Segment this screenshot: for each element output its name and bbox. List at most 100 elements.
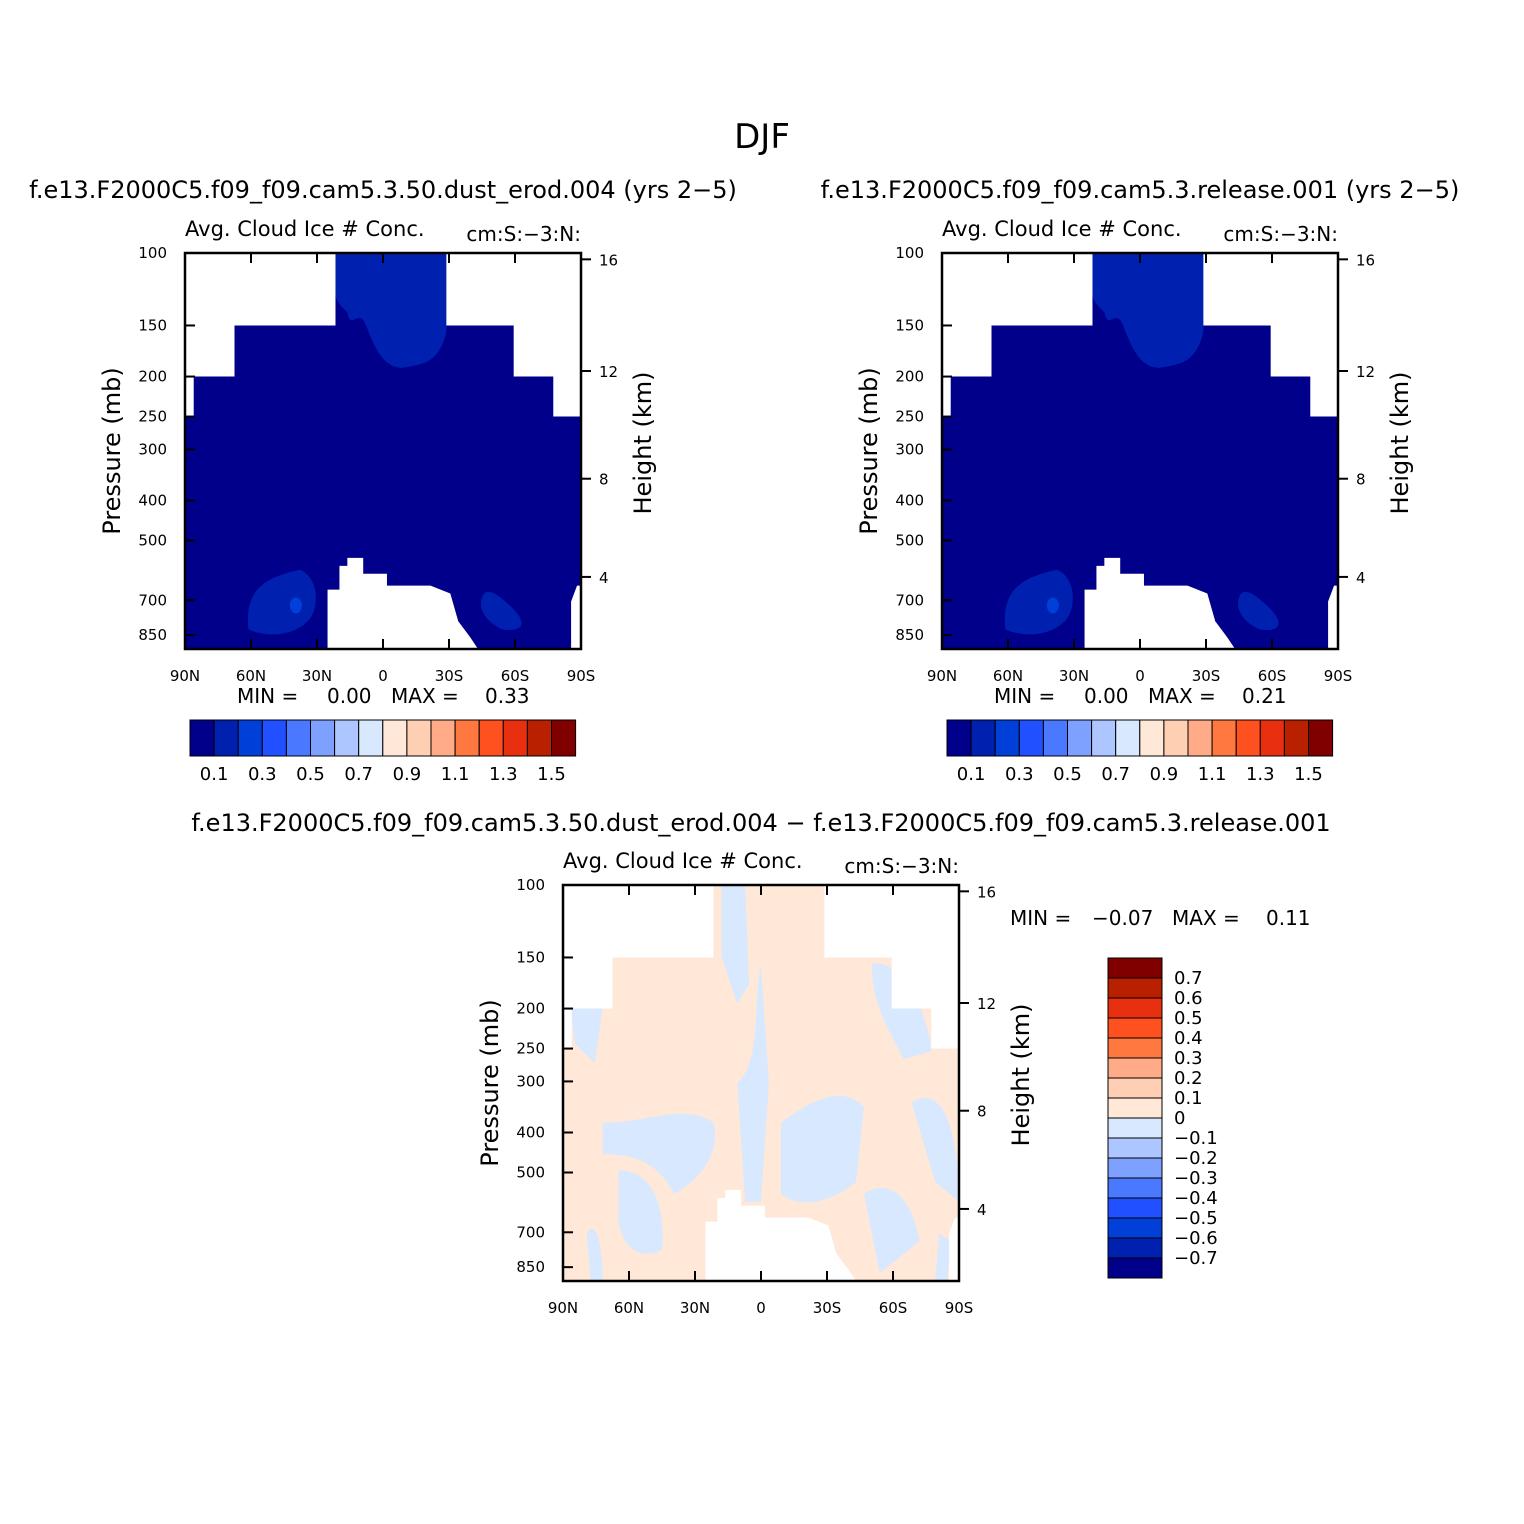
y-tick-label: 200 — [138, 368, 167, 386]
negative-anomaly-region — [602, 1113, 716, 1194]
colorbar-swatch — [1107, 1217, 1163, 1239]
y-tick-label: 500 — [138, 531, 167, 549]
x-tick-label: 60N — [614, 1299, 644, 1317]
colorbar-swatch — [1107, 1057, 1163, 1079]
colorbar-swatch — [970, 719, 996, 757]
colorbar-swatch — [454, 719, 480, 757]
colorbar-swatch — [1018, 719, 1044, 757]
colorbar-swatch — [1107, 957, 1163, 979]
case-title: f.e13.F2000C5.f09_f09.cam5.3.release.001… — [821, 176, 1460, 204]
y-tick-label: 500 — [895, 531, 924, 549]
x-tick-label: 60N — [236, 667, 266, 685]
colorbar-swatch — [1235, 719, 1261, 757]
negative-anomaly-region — [721, 885, 750, 1004]
colorbar-swatch — [1107, 1257, 1163, 1279]
colorbar-swatch — [334, 719, 360, 757]
colorbar-label: −0.7 — [1174, 1248, 1218, 1269]
colorbar-label: 0.5 — [1174, 1008, 1203, 1029]
x-tick-label: 30N — [680, 1299, 710, 1317]
colorbar-label: 0.7 — [1101, 764, 1130, 785]
colorbar-label: 1.3 — [1246, 764, 1275, 785]
colorbar-swatch — [382, 719, 408, 757]
colorbar-label: 0 — [1174, 1108, 1185, 1129]
panel-1: f.e13.F2000C5.f09_f09.cam5.3.50.dust_ero… — [29, 176, 737, 785]
colorbar-swatch — [430, 719, 456, 757]
x-tick-label: 60S — [879, 1299, 908, 1317]
x-tick-label: 90N — [927, 667, 957, 685]
y-axis-label: Pressure (mb) — [855, 367, 883, 534]
variable-title: Avg. Cloud Ice # Conc. — [185, 217, 425, 241]
x-tick-label: 90S — [1324, 667, 1353, 685]
colorbar-swatch — [1107, 1117, 1163, 1139]
masked-region — [942, 253, 1093, 417]
colorbar-swatch — [1107, 1137, 1163, 1159]
x-tick-label: 30S — [435, 667, 464, 685]
min-label: MIN = — [994, 684, 1055, 708]
y-axis-right-label: Height (km) — [1007, 1004, 1035, 1147]
panel-2: f.e13.F2000C5.f09_f09.cam5.3.release.001… — [821, 176, 1460, 785]
negative-anomaly-region — [586, 1228, 603, 1281]
y-tick-right-label: 16 — [1356, 251, 1375, 269]
max-label: MAX = — [391, 684, 459, 708]
variable-title: Avg. Cloud Ice # Conc. — [563, 849, 803, 873]
max-value: 0.21 — [1242, 684, 1287, 708]
x-tick-label: 30S — [1192, 667, 1221, 685]
colorbar-swatch — [1107, 1197, 1163, 1219]
colorbar-swatch — [406, 719, 432, 757]
masked-region — [1328, 585, 1338, 649]
x-tick-label: 60N — [993, 667, 1023, 685]
colorbar-label: 0.3 — [248, 764, 277, 785]
colorbar-swatch — [1067, 719, 1093, 757]
negative-anomaly-region — [871, 963, 932, 1060]
colorbar-label: 0.7 — [344, 764, 373, 785]
y-tick-right-label: 4 — [599, 569, 609, 587]
x-tick-label: 0 — [756, 1299, 766, 1317]
colorbar-label: 0.9 — [393, 764, 422, 785]
masked-region — [571, 585, 581, 649]
y-tick-label: 700 — [516, 1223, 545, 1241]
y-tick-label: 700 — [138, 591, 167, 609]
colorbar-label: −0.6 — [1174, 1228, 1218, 1249]
negative-anomaly-region — [935, 1233, 952, 1281]
y-tick-right-label: 12 — [977, 995, 996, 1013]
colorbar-swatch — [1308, 719, 1334, 757]
colorbar-label: −0.3 — [1174, 1168, 1218, 1189]
colorbar-swatch — [213, 719, 239, 757]
y-tick-label: 200 — [516, 1000, 545, 1018]
blob-midlat-nh — [247, 569, 316, 635]
colorbar-swatch — [1107, 977, 1163, 999]
y-tick-label: 850 — [138, 626, 167, 644]
negative-anomaly-region — [911, 1097, 959, 1202]
blob-midlat-sh — [1237, 591, 1279, 630]
y-tick-right-label: 12 — [1356, 363, 1375, 381]
colorbar-swatch — [1042, 719, 1069, 757]
negative-anomaly-region — [618, 1170, 663, 1254]
negative-anomaly-region — [863, 1187, 920, 1274]
colorbar-label: 1.5 — [1294, 764, 1323, 785]
colorbar-label: −0.1 — [1174, 1128, 1218, 1149]
colorbar-swatch — [1107, 997, 1163, 1019]
colorbar-label: 0.1 — [200, 764, 229, 785]
colorbar-swatch — [1259, 719, 1285, 757]
colorbar-swatch — [1107, 1237, 1163, 1259]
colorbar-swatch — [261, 719, 287, 757]
colorbar-label: 0.5 — [1053, 764, 1082, 785]
negative-anomaly-region — [780, 1095, 864, 1203]
y-tick-label: 200 — [895, 368, 924, 386]
colorbar-swatch — [1107, 1077, 1163, 1099]
colorbar-label: 0.4 — [1174, 1028, 1203, 1049]
colorbar-label: 0.1 — [1174, 1088, 1203, 1109]
colorbar-swatch — [1139, 719, 1165, 757]
y-tick-label: 300 — [516, 1072, 545, 1090]
variable-title: Avg. Cloud Ice # Conc. — [942, 217, 1182, 241]
y-tick-right-label: 16 — [599, 251, 618, 269]
y-tick-label: 100 — [895, 244, 924, 262]
y-axis-right-label: Height (km) — [629, 372, 657, 515]
y-tick-label: 150 — [516, 948, 545, 966]
masked-region — [824, 885, 959, 1049]
x-tick-label: 30N — [1059, 667, 1089, 685]
y-tick-label: 700 — [895, 591, 924, 609]
colorbar-swatch — [502, 719, 528, 757]
blob-midlat-sh — [480, 591, 522, 630]
